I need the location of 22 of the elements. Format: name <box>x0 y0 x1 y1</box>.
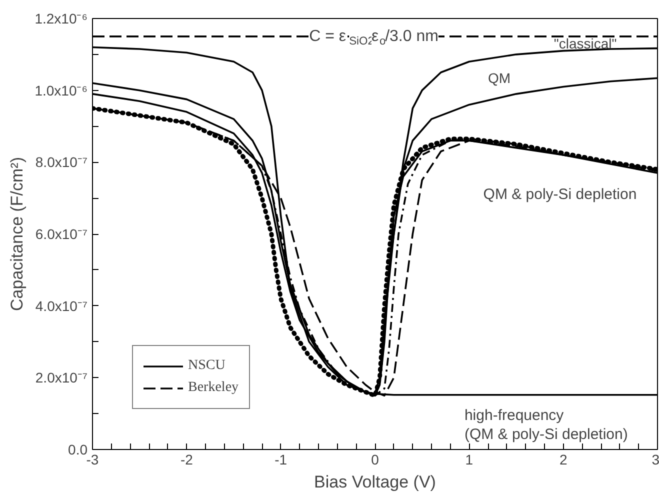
x-axis-title: Bias Voltage (V) <box>314 472 436 492</box>
x-tick-label: 2 <box>559 452 568 468</box>
x-tick-label: -2 <box>180 452 194 468</box>
x-tick-label: 0 <box>371 452 380 468</box>
x-tick-label: -1 <box>274 452 288 468</box>
y-tick-label: 1.0x10⁻⁶ <box>34 82 88 98</box>
y-tick-label: 8.0x10⁻⁷ <box>35 154 88 170</box>
y-tick-label: 6.0x10⁻⁷ <box>35 226 88 242</box>
x-tick-label: 1 <box>465 452 474 468</box>
annotation: QM <box>488 70 511 86</box>
annotation: high-frequency (QM & poly-Si depletion) <box>464 407 628 443</box>
annotation: QM & poly-Si depletion <box>483 186 637 203</box>
y-tick-label: 4.0x10⁻⁷ <box>35 298 88 314</box>
y-tick-label: 2.0x10⁻⁷ <box>35 370 88 386</box>
legend-label: Berkeley <box>188 380 239 396</box>
y-tick-label: 0.0 <box>68 442 88 458</box>
x-tick-label: -3 <box>86 452 99 468</box>
legend-label: NSCU <box>188 358 226 374</box>
y-tick-label: 1.2x10⁻⁶ <box>34 10 88 26</box>
annotation: "classical" <box>554 35 617 52</box>
x-tick-label: 3 <box>652 452 659 468</box>
y-axis-title: Capacitance (F/cm²) <box>8 157 27 311</box>
